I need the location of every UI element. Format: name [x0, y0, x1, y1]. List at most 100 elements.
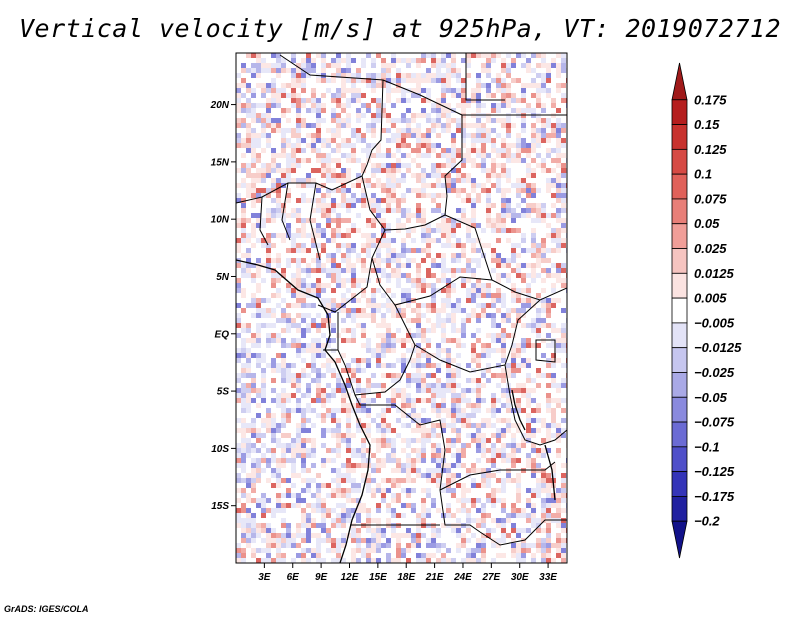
field-cell: [466, 553, 471, 558]
field-cell: [556, 238, 561, 243]
field-cell: [416, 263, 421, 268]
field-cell: [466, 123, 471, 128]
field-cell: [556, 243, 561, 248]
field-cell: [366, 73, 371, 78]
field-cell: [471, 238, 476, 243]
field-cell: [446, 53, 451, 58]
field-cell: [481, 133, 486, 138]
field-cell: [501, 503, 506, 508]
field-cell: [331, 118, 336, 123]
field-cell: [296, 528, 301, 533]
field-cell: [561, 338, 566, 343]
field-cell: [371, 238, 376, 243]
field-cell: [536, 428, 541, 433]
field-cell: [561, 543, 566, 548]
field-cell: [411, 73, 416, 78]
field-cell: [326, 343, 331, 348]
field-cell: [451, 513, 456, 518]
field-cell: [361, 308, 366, 313]
field-cell: [461, 123, 466, 128]
field-cell: [396, 148, 401, 153]
field-cell: [286, 138, 291, 143]
field-cell: [366, 148, 371, 153]
field-cell: [376, 183, 381, 188]
field-cell: [326, 208, 331, 213]
field-cell: [241, 163, 246, 168]
field-cell: [336, 418, 341, 423]
field-cell: [461, 418, 466, 423]
field-cell: [391, 363, 396, 368]
field-cell: [411, 283, 416, 288]
field-cell: [356, 93, 361, 98]
field-cell: [386, 238, 391, 243]
field-cell: [381, 58, 386, 63]
field-cell: [411, 463, 416, 468]
field-cell: [496, 83, 501, 88]
field-cell: [311, 168, 316, 173]
field-cell: [351, 553, 356, 558]
field-cell: [526, 458, 531, 463]
colorbar-label: 0.025: [694, 241, 727, 256]
field-cell: [381, 498, 386, 503]
field-cell: [486, 193, 491, 198]
field-cell: [531, 508, 536, 513]
field-cell: [256, 303, 261, 308]
field-cell: [546, 433, 551, 438]
field-cell: [396, 498, 401, 503]
field-cell: [416, 373, 421, 378]
field-cell: [476, 93, 481, 98]
field-cell: [386, 553, 391, 558]
field-cell: [491, 453, 496, 458]
field-cell: [261, 193, 266, 198]
field-cell: [346, 243, 351, 248]
field-cell: [241, 233, 246, 238]
field-cell: [461, 88, 466, 93]
field-cell: [506, 518, 511, 523]
field-cell: [466, 133, 471, 138]
field-cell: [551, 473, 556, 478]
field-cell: [236, 263, 241, 268]
field-cell: [386, 128, 391, 133]
field-cell: [336, 278, 341, 283]
field-cell: [521, 138, 526, 143]
field-cell: [271, 398, 276, 403]
field-cell: [386, 303, 391, 308]
field-cell: [276, 558, 281, 563]
field-cell: [416, 323, 421, 328]
field-cell: [486, 348, 491, 353]
field-cell: [491, 488, 496, 493]
field-cell: [416, 58, 421, 63]
field-cell: [491, 78, 496, 83]
field-cell: [256, 298, 261, 303]
field-cell: [426, 223, 431, 228]
field-cell: [526, 413, 531, 418]
field-cell: [331, 58, 336, 63]
field-cell: [446, 283, 451, 288]
field-cell: [436, 68, 441, 73]
field-cell: [401, 253, 406, 258]
colorbar: 0.1750.150.1250.10.0750.050.0250.01250.0…: [671, 62, 742, 559]
field-cell: [321, 243, 326, 248]
field-cell: [371, 163, 376, 168]
field-cell: [451, 358, 456, 363]
field-cell: [296, 498, 301, 503]
field-cell: [326, 158, 331, 163]
colorbar-swatch: [671, 272, 688, 299]
field-cell: [561, 223, 566, 228]
field-cell: [341, 78, 346, 83]
field-cell: [416, 83, 421, 88]
field-cell: [331, 493, 336, 498]
field-cell: [556, 213, 561, 218]
field-cell: [426, 138, 431, 143]
field-cell: [396, 548, 401, 553]
field-cell: [551, 263, 556, 268]
field-cell: [416, 318, 421, 323]
field-cell: [471, 368, 476, 373]
field-cell: [306, 218, 311, 223]
field-cell: [381, 528, 386, 533]
field-cell: [446, 438, 451, 443]
field-cell: [376, 203, 381, 208]
field-cell: [421, 313, 426, 318]
field-cell: [356, 178, 361, 183]
field-cell: [446, 478, 451, 483]
